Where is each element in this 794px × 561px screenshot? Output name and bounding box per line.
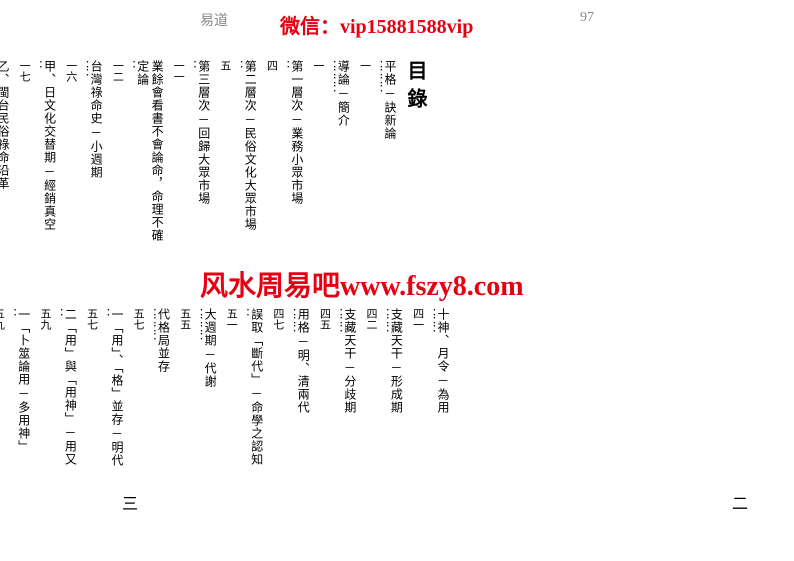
toc-page-ref: 一六 <box>64 60 77 250</box>
toc-entry: 業餘會看書不會論命，命理不確定論：一二 <box>110 60 164 250</box>
page-num-right: 二 <box>725 495 749 511</box>
toc-entry: 台灣祿命史─小週期：：一六 <box>64 60 104 250</box>
toc-entry-text: 台灣祿命史─小週期 <box>89 60 103 250</box>
toc-entry-text: 誤取「斷代」─命學之認知 <box>249 308 263 498</box>
toc-entry-text: 甲、日文化交替期─經銷真空 <box>42 60 56 250</box>
toc-entry-text: 導論─簡介 <box>336 60 350 250</box>
toc-entry: 誤取「斷代」─命學之認知：五一 <box>224 308 264 498</box>
toc-dots: ：：：： <box>144 308 156 498</box>
toc-entry-text: 業餘會看書不會論命，命理不確定論 <box>135 60 164 250</box>
toc-entry: 第二層次─民俗文化大眾市場：五 <box>218 60 258 250</box>
toc-entry: 乙、閩台民俗祿命沿革：：一九 <box>0 60 10 250</box>
toc-page-ref: 四 <box>264 60 277 250</box>
toc-dots: ： <box>4 308 16 498</box>
toc-page-ref: 一 <box>357 60 370 250</box>
toc-entry: 第三層次─回歸大眾市場：一一 <box>171 60 211 250</box>
toc-dots: ：：： <box>330 308 342 498</box>
toc-title: 目錄 <box>401 60 430 140</box>
toc-page-ref: 五 <box>218 60 231 250</box>
toc-entry-text: 支藏天干─形成期 <box>389 308 403 498</box>
toc-entry-text: 一「用」、「格」並存─明代 <box>110 308 124 498</box>
toc-entry-text: 第二層次─民俗文化大眾市場 <box>243 60 257 250</box>
toc-entry-text: 平格─訣新論 <box>383 60 397 250</box>
toc-entry-text: 乙、閩台民俗祿命沿革 <box>0 60 10 250</box>
toc-entry: 導論─簡介：：：：一 <box>311 60 351 250</box>
toc-entry: 一「卜筮論用─多用神」：五九 <box>0 308 31 498</box>
toc-entry: 一「用」、「格」並存─明代：五七 <box>84 308 124 498</box>
toc-entry-text: 支藏天干─分歧期 <box>342 308 356 498</box>
toc-page-ref: 五九 <box>38 308 51 498</box>
page-num-left: 三 <box>115 495 139 511</box>
toc-page-ref: 一二 <box>110 60 123 250</box>
toc-dots: ：：： <box>424 308 436 498</box>
toc-page-ref: 五九 <box>0 308 4 498</box>
toc-dots: ：：：： <box>371 60 383 250</box>
toc-entry-text: 用格─明、清兩代 <box>296 308 310 498</box>
toc-page-ref: 五七 <box>131 308 144 498</box>
header-left: 易道 <box>200 10 228 30</box>
toc-page-ref: 四一 <box>410 308 423 498</box>
toc-section-bottom: 十神、月令─為用：：：四一支藏天干─形成期：：：四二支藏天干─分歧期：：：四五用… <box>80 308 450 498</box>
toc-entry: 代格局並存：：：：五七 <box>131 308 171 498</box>
toc-entry-text: 第三層次─回歸大眾市場 <box>196 60 210 250</box>
toc-page-ref: 五七 <box>84 308 97 498</box>
toc-entry-text: 代格局並存 <box>156 308 170 498</box>
toc-dots: ：：：： <box>191 308 203 498</box>
toc-entry-text: 第一層次─業務小眾市場 <box>289 60 303 250</box>
toc-page-ref: 四七 <box>271 308 284 498</box>
toc-entry-text: 十神、月令─為用 <box>436 308 450 498</box>
toc-entry: 第一層次─業務小眾市場：四 <box>264 60 304 250</box>
toc-dots: ： <box>30 60 42 250</box>
toc-entry-text: 二「用」與「用神」─用又 <box>63 308 77 498</box>
toc-entry: 用格─明、清兩代：：：四七 <box>271 308 311 498</box>
toc-section-top: 目錄 平格─訣新論：：：：一導論─簡介：：：：一第一層次─業務小眾市場：四第二層… <box>80 60 430 250</box>
toc-page-ref: 一 <box>311 60 324 250</box>
toc-entry: 二「用」與「用神」─用又：五九 <box>38 308 78 498</box>
toc-dots: ： <box>98 308 110 498</box>
toc-dots: ： <box>237 308 249 498</box>
toc-entry-text: 大週期─代謝 <box>203 308 217 498</box>
toc-dots: ： <box>231 60 243 250</box>
toc-dots: ：：： <box>284 308 296 498</box>
toc-entry-text: 一「卜筮論用─多用神」 <box>16 308 30 498</box>
toc-page-ref: 五一 <box>224 308 237 498</box>
toc-entry: 支藏天干─形成期：：：四二 <box>364 308 404 498</box>
toc-entry: 支藏天干─分歧期：：：四五 <box>317 308 357 498</box>
toc-page-ref: 四五 <box>317 308 330 498</box>
toc-dots: ： <box>51 308 63 498</box>
toc-page-ref: 四二 <box>364 308 377 498</box>
toc-entry: 十神、月令─為用：：：四一 <box>410 308 450 498</box>
toc-page-ref: 一七 <box>17 60 30 250</box>
main-watermark: 风水周易吧www.fszy8.com <box>200 264 524 304</box>
toc-entry: 甲、日文化交替期─經銷真空：一七 <box>17 60 57 250</box>
toc-dots: ：：： <box>377 308 389 498</box>
toc-dots: ： <box>184 60 196 250</box>
toc-page-ref: 一一 <box>171 60 184 250</box>
wechat-watermark: 微信：vip15881588vip <box>280 10 473 39</box>
header-page-num: 97 <box>580 10 594 26</box>
toc-dots: ： <box>277 60 289 250</box>
toc-entry: 大週期─代謝：：：：五五 <box>178 308 218 498</box>
toc-entry: 平格─訣新論：：：：一 <box>357 60 397 250</box>
toc-dots: ：： <box>77 60 89 250</box>
toc-dots: ：：：： <box>324 60 336 250</box>
toc-page-ref: 五五 <box>178 308 191 498</box>
toc-dots: ： <box>123 60 135 250</box>
